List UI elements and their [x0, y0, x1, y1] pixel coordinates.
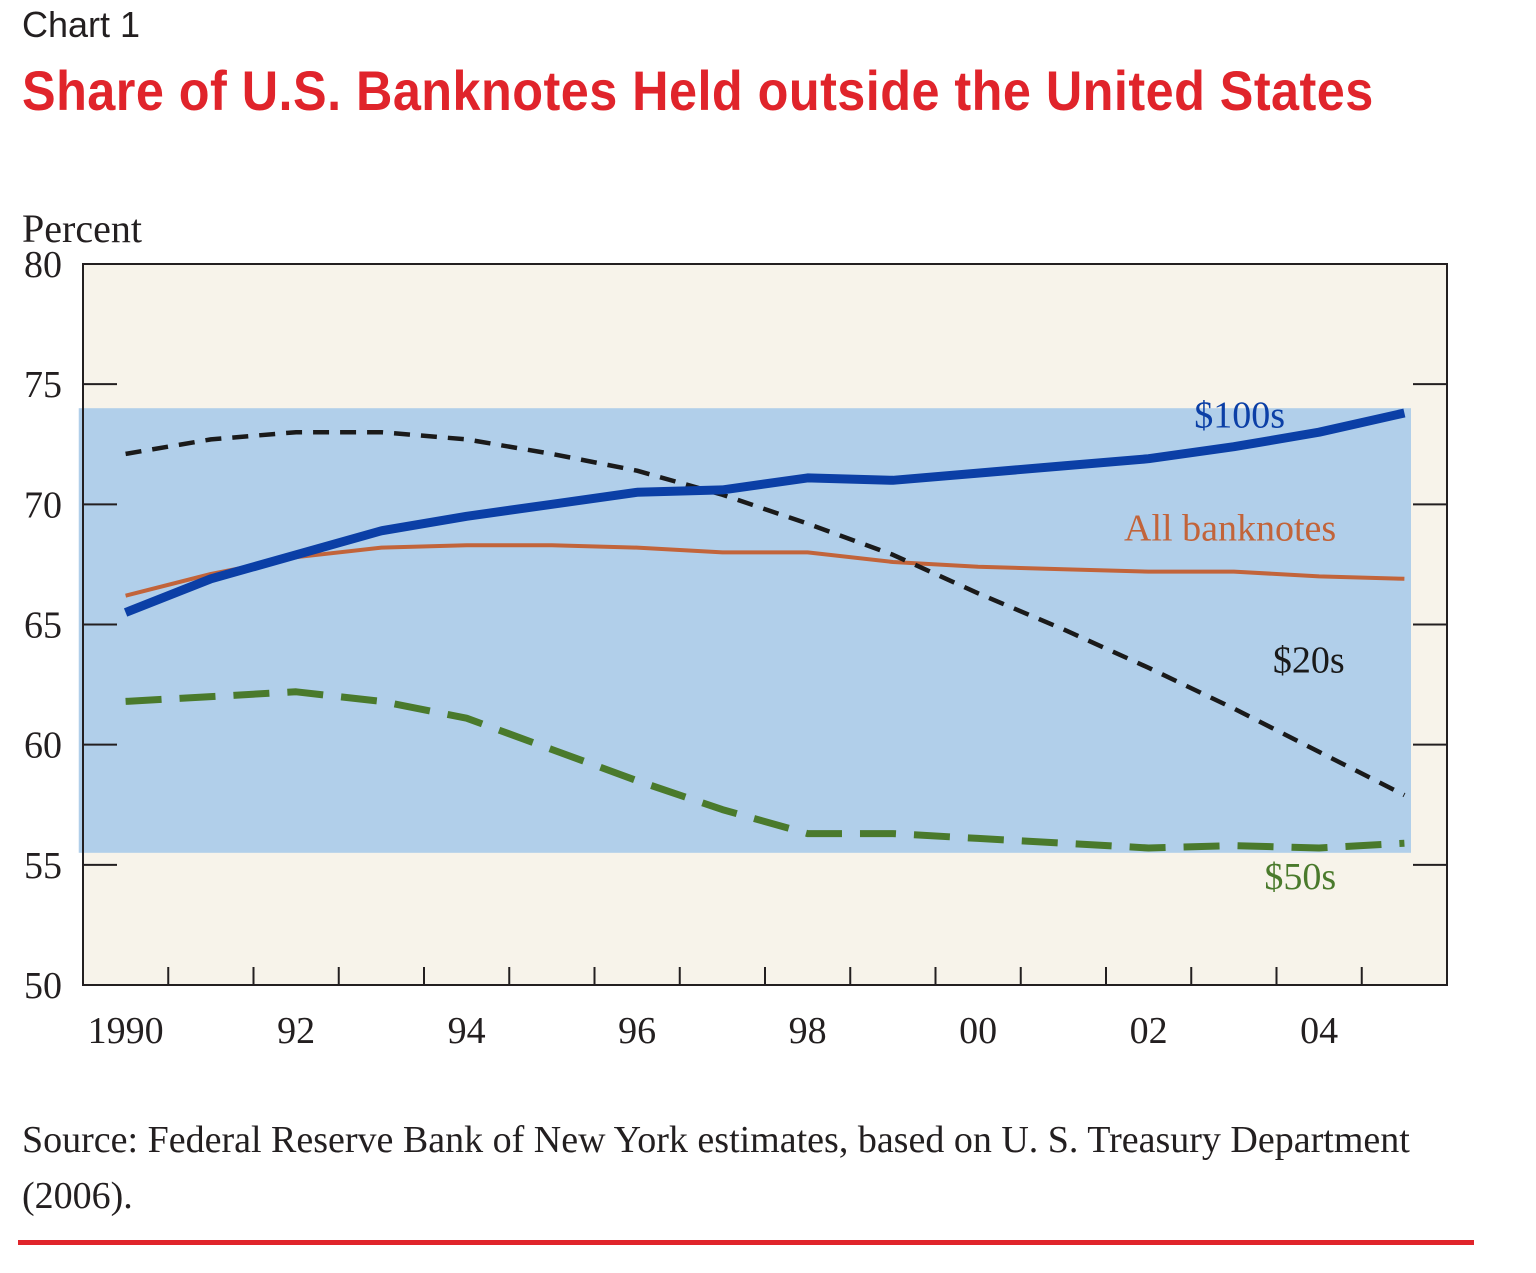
- y-tick-label: 80: [24, 244, 62, 286]
- y-tick-label: 75: [24, 364, 62, 406]
- series-label-s50: $50s: [1264, 856, 1336, 898]
- x-tick-label: 94: [448, 1010, 486, 1052]
- series-label-s20: $20s: [1273, 640, 1345, 682]
- chart-title: Share of U.S. Banknotes Held outside the…: [22, 59, 1374, 122]
- x-tick-label: 04: [1300, 1010, 1338, 1052]
- x-tick-label: 96: [618, 1010, 656, 1052]
- highlight-band: [78, 408, 1411, 853]
- x-tick-label: 92: [277, 1010, 315, 1052]
- x-tick-label: 02: [1130, 1010, 1168, 1052]
- y-tick-label: 65: [24, 605, 62, 647]
- source-note: Source: Federal Reserve Bank of New York…: [22, 1119, 1410, 1217]
- x-tick-label: 00: [959, 1010, 997, 1052]
- series-label-all: All banknotes: [1124, 507, 1336, 549]
- y-tick-label: 55: [24, 845, 62, 887]
- y-axis-label: Percent: [22, 206, 142, 251]
- series-line-all: [125, 543, 1405, 598]
- series-line-s20: [125, 429, 1406, 798]
- y-tick-label: 60: [24, 725, 62, 767]
- series-line-s50: [125, 688, 1405, 852]
- series-line-s100: [123, 408, 1406, 617]
- plot-frame: [82, 263, 1448, 986]
- line-chart: 50 55 60 65 70 75 80 1990 92 94 96 98 00 02 04 $50s Al…: [22, 206, 1448, 1052]
- x-tick-label: 98: [789, 1010, 827, 1052]
- y-tick-label: 50: [24, 965, 62, 1007]
- x-tick-label: 1990: [88, 1010, 164, 1052]
- footer-rule: [18, 1240, 1474, 1245]
- chart-number: Chart 1: [22, 4, 141, 45]
- y-tick-label: 70: [24, 484, 62, 526]
- series-label-s100: $100s: [1194, 394, 1285, 436]
